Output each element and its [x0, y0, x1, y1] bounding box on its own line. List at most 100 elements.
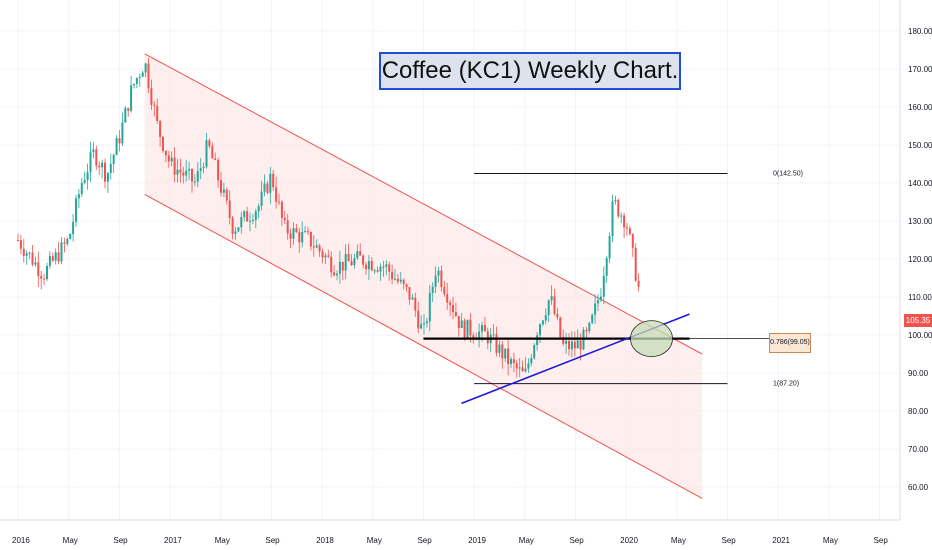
x-tick-label: 2017	[164, 536, 182, 545]
candle-body	[356, 251, 359, 259]
candle-body	[193, 181, 196, 183]
candle-body	[344, 253, 347, 271]
x-tick-label: May	[671, 536, 686, 545]
candle-body	[454, 312, 457, 317]
candle-body	[48, 256, 51, 266]
candle-body	[478, 331, 481, 340]
candle-body	[150, 88, 153, 105]
x-tick-label: 2018	[316, 536, 334, 545]
candle-body	[208, 140, 211, 147]
fib-1-label: 1(87.20)	[773, 381, 799, 388]
x-tick-label: May	[215, 536, 230, 545]
candle-body	[121, 122, 124, 144]
candle-body	[486, 331, 489, 344]
candle-body	[104, 162, 106, 182]
last-price-tag: 105.35	[904, 314, 932, 327]
candle-body	[237, 227, 240, 232]
fib-levels: 0(142.50) 1(87.20)	[423, 171, 803, 388]
candle-body	[463, 320, 466, 338]
candle-body	[315, 245, 318, 248]
candle-body	[420, 324, 423, 329]
candle-body	[141, 72, 144, 77]
candle-body	[547, 300, 550, 316]
candle-body	[185, 170, 188, 176]
candle-body	[159, 121, 162, 137]
candle-body	[254, 211, 257, 220]
candle-body	[524, 368, 527, 372]
candle-body	[405, 284, 408, 288]
candle-body	[164, 150, 167, 156]
candle-body	[222, 189, 225, 193]
candle-body	[452, 304, 454, 313]
candle-body	[431, 286, 434, 293]
candle-body	[527, 363, 530, 369]
candle-body	[234, 231, 237, 234]
candle-body	[481, 325, 483, 332]
candle-body	[539, 324, 541, 336]
candle-body	[83, 179, 86, 183]
candle-body	[628, 228, 631, 235]
candle-body	[399, 279, 402, 282]
x-tick-label: Sep	[417, 536, 432, 545]
candle-body	[585, 329, 588, 332]
candle-body	[301, 231, 304, 243]
candle-body	[469, 319, 472, 336]
candle-body	[225, 189, 228, 201]
candle-body	[46, 265, 48, 280]
candle-body	[324, 255, 327, 258]
channel-upper-line	[144, 53, 703, 355]
candle-body	[280, 201, 283, 218]
candle-body	[492, 334, 495, 336]
candle-body	[330, 256, 333, 273]
candle-body	[559, 317, 562, 337]
candle-body	[118, 138, 121, 144]
candle-body	[367, 261, 370, 270]
candle-body	[460, 320, 463, 329]
candle-body	[89, 152, 92, 173]
candle-body	[98, 165, 101, 168]
candle-body	[550, 296, 553, 301]
candle-body	[292, 228, 295, 239]
candle-body	[135, 77, 138, 84]
y-tick-label: 70.00	[908, 445, 929, 454]
candle-body	[565, 340, 568, 344]
candle-body	[333, 272, 336, 276]
candle-body	[588, 322, 591, 332]
candle-body	[106, 172, 109, 182]
candle-body	[40, 275, 43, 279]
candle-body	[495, 334, 498, 353]
x-tick-label: May	[367, 536, 382, 545]
candle-body	[579, 340, 582, 350]
x-tick-label: Sep	[569, 536, 584, 545]
candle-body	[34, 262, 37, 265]
candle-body	[510, 359, 512, 365]
candle-body	[153, 104, 156, 106]
candle-body	[591, 314, 594, 323]
candle-body	[637, 280, 640, 287]
candle-body	[124, 107, 127, 123]
candle-body	[263, 183, 266, 192]
y-tick-label: 170.00	[908, 65, 932, 74]
y-tick-label: 180.00	[908, 27, 932, 36]
candle-body	[95, 149, 98, 166]
y-tick-label: 140.00	[908, 179, 932, 188]
candle-body	[568, 340, 570, 350]
candle-body	[576, 340, 579, 349]
candle-body	[623, 215, 626, 228]
candle-body	[173, 157, 176, 175]
candle-body	[72, 221, 75, 235]
candle-body	[391, 271, 394, 280]
candle-body	[350, 261, 353, 266]
candle-body	[298, 232, 301, 243]
candle-body	[597, 300, 599, 304]
candle-body	[144, 63, 147, 73]
y-tick-label: 150.00	[908, 141, 932, 150]
candle-body	[112, 154, 115, 164]
y-tick-label: 100.00	[908, 331, 932, 340]
x-tick-label: 2021	[772, 536, 790, 545]
candle-body	[599, 296, 602, 301]
candle-body	[423, 323, 425, 325]
candle-body	[133, 83, 135, 86]
x-tick-label: May	[63, 536, 78, 545]
candle-body	[501, 344, 504, 359]
